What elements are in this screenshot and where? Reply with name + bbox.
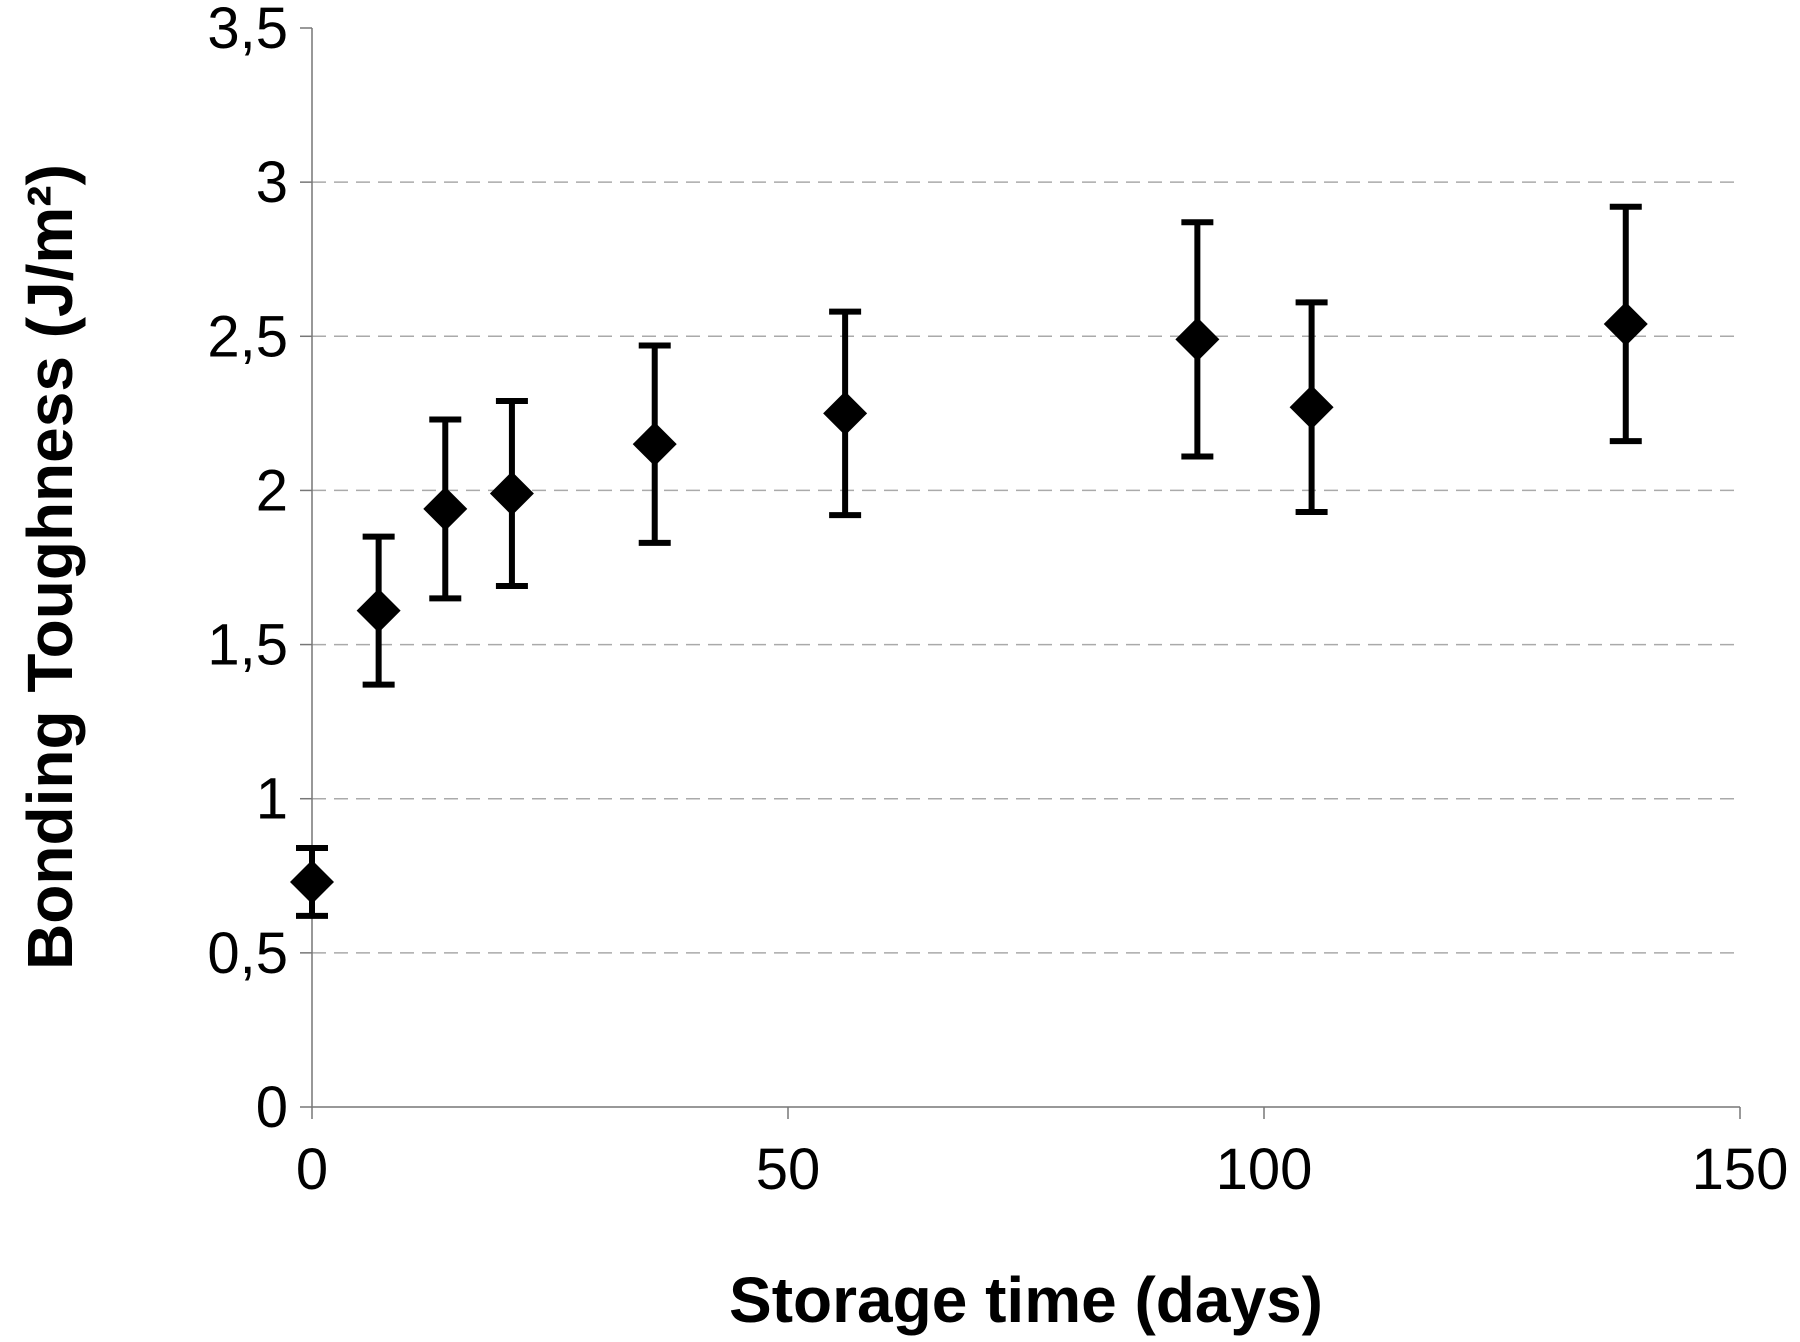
y-tick-label: 2 [256,458,288,523]
marker [1603,301,1648,346]
marker [356,588,401,633]
marker [1175,317,1220,362]
y-tick-label: 2,5 [207,304,288,369]
y-tick-label: 1,5 [207,613,288,678]
marker [1289,385,1334,430]
y-tick-label: 3,5 [207,0,288,61]
x-tick-label: 0 [296,1137,328,1202]
y-tick-label: 0,5 [207,921,288,986]
y-tick-label: 1 [256,767,288,832]
marker [423,486,468,531]
marker [489,471,534,516]
y-tick-label: 3 [256,150,288,215]
marker [823,391,868,436]
y-tick-label: 0 [256,1075,288,1140]
marker [290,859,334,904]
x-tick-label: 100 [1216,1137,1313,1202]
x-axis-title: Storage time (days) [729,1264,1323,1336]
marker [632,422,677,467]
x-tick-label: 150 [1692,1137,1789,1202]
x-tick-label: 50 [756,1137,821,1202]
y-axis-title: Bonding Toughness (J/m²) [14,164,86,970]
